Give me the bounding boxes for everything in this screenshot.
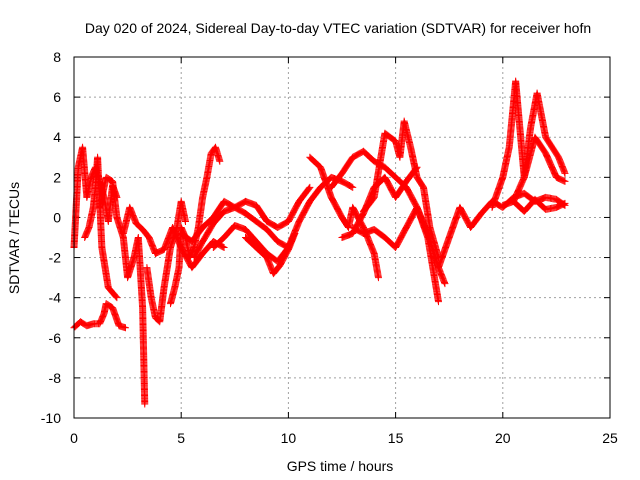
series-prn-s <box>510 133 569 205</box>
chart-title: Day 020 of 2024, Sidereal Day-to-day VTE… <box>85 20 591 36</box>
data-point <box>560 177 568 185</box>
series-prn-d <box>96 173 149 408</box>
data-point <box>111 292 119 300</box>
data-point <box>434 298 442 306</box>
y-tick-label: -2 <box>49 250 62 266</box>
y-tick-label: -8 <box>49 370 62 386</box>
series-prn-b <box>70 300 129 332</box>
data-point <box>141 400 149 408</box>
series-prn-i <box>190 183 314 262</box>
series-prn-e <box>119 203 228 272</box>
data-point <box>349 183 357 191</box>
tick-labels: 0 5 10 15 20 25 -10 -8 -6 -4 -2 0 2 4 6 8 <box>41 49 618 446</box>
data-point <box>216 157 224 165</box>
plot-frame <box>73 56 611 419</box>
data-point <box>561 199 569 207</box>
series-prn-f <box>143 197 189 326</box>
x-tick-label: 15 <box>388 430 404 446</box>
y-tick-label: 0 <box>53 209 61 225</box>
x-axis-label: GPS time / hours <box>287 458 394 474</box>
data-point <box>441 280 449 288</box>
data-point <box>305 184 313 192</box>
x-tick-label: 20 <box>495 430 511 446</box>
y-tick-label: -6 <box>49 330 62 346</box>
data-point <box>561 169 569 177</box>
series-prn-q <box>434 189 569 272</box>
y-tick-label: 8 <box>53 49 61 65</box>
x-tick-label: 25 <box>602 430 618 446</box>
x-tick-label: 0 <box>70 430 78 446</box>
data-point <box>121 324 129 332</box>
series-prn-t <box>499 195 569 215</box>
data-point <box>113 294 121 302</box>
data-points <box>70 77 569 408</box>
y-tick-label: -10 <box>41 410 61 426</box>
data-point <box>348 183 356 191</box>
series-prn-o <box>349 203 442 306</box>
x-tick-label: 10 <box>281 430 297 446</box>
series-prn-p <box>359 117 442 262</box>
data-point <box>540 204 548 212</box>
x-tick-label: 5 <box>177 430 185 446</box>
data-point <box>561 177 569 185</box>
data-point <box>374 274 382 282</box>
data-point <box>220 244 228 252</box>
data-point <box>112 293 120 301</box>
data-point <box>306 183 314 191</box>
y-tick-label: -4 <box>49 290 62 306</box>
data-point <box>181 217 189 225</box>
series-prn-l <box>306 153 382 282</box>
data-point <box>291 229 299 237</box>
y-tick-label: 2 <box>53 169 61 185</box>
series-prn-k <box>242 229 299 278</box>
y-tick-label: 4 <box>53 129 61 145</box>
y-tick-label: 6 <box>53 89 61 105</box>
y-axis-label: SDTVAR / TECUs <box>6 182 22 294</box>
data-point <box>560 200 568 208</box>
data-point <box>219 243 227 251</box>
